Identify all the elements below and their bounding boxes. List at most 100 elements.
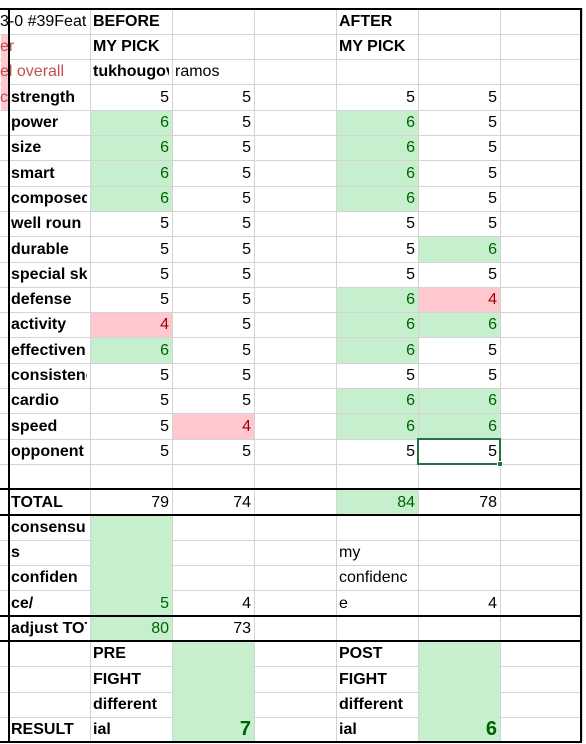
- grid-line: [0, 34, 582, 35]
- row-label: strength: [11, 89, 75, 106]
- cell-fill: [337, 338, 418, 363]
- grid-line: [0, 439, 582, 440]
- cell-fill: [91, 516, 172, 616]
- grid-line: [0, 110, 582, 111]
- cell-value: 5: [242, 443, 251, 460]
- cell-value: 5: [242, 165, 251, 182]
- grid-line: [0, 540, 582, 541]
- row-label: opponent: [11, 443, 84, 460]
- cell-value: 4: [160, 316, 169, 333]
- cell-text: MY PICK: [339, 38, 406, 55]
- cell-value: 6: [488, 392, 497, 409]
- cell-value: 4: [242, 595, 251, 612]
- cell-value: 5: [160, 418, 169, 435]
- cell-fill: [91, 161, 172, 186]
- grid-line: [0, 160, 582, 161]
- row-label: effectiven: [11, 342, 86, 359]
- grid-line: [0, 211, 582, 212]
- row-label: cardio: [11, 392, 60, 409]
- cell-value: 6: [485, 718, 497, 740]
- row-label: composed: [11, 190, 87, 207]
- cell-value: 6: [488, 241, 497, 258]
- grid-line: [0, 236, 582, 237]
- grid-line: [0, 363, 582, 364]
- cell-value: 7: [239, 718, 251, 740]
- grid-line: [254, 8, 255, 741]
- cell-text: PRE: [93, 645, 126, 662]
- cell-value: 4: [488, 595, 497, 612]
- cell-value: 5: [488, 139, 497, 156]
- cell-value: 5: [160, 367, 169, 384]
- cell-text: ial: [339, 721, 357, 738]
- grid-line: [0, 388, 582, 389]
- cell-value: 5: [488, 165, 497, 182]
- cell-value: 5: [406, 215, 415, 232]
- cell-value: 84: [397, 494, 415, 511]
- cell-fill: [419, 642, 500, 742]
- row-label: TOTAL: [11, 494, 63, 511]
- cell-value: 5: [160, 266, 169, 283]
- cell-fill: [419, 389, 500, 413]
- grid-line: [0, 337, 582, 338]
- cell-text: adjust TOT: [11, 620, 87, 637]
- grid-line: [90, 8, 91, 741]
- cell-value: 5: [160, 89, 169, 106]
- cell-value: 5: [242, 241, 251, 258]
- grid-line: [0, 262, 582, 263]
- cell-fill: [91, 136, 172, 160]
- cell-text: tukhougov: [93, 63, 169, 80]
- row-label: special ski: [11, 266, 87, 283]
- grid-line: [0, 413, 582, 414]
- cell-value: 6: [160, 190, 169, 207]
- grid-line: [0, 565, 582, 566]
- cell-value: 6: [406, 165, 415, 182]
- row-label: defense: [11, 291, 72, 308]
- row-label: consistenc: [11, 367, 87, 384]
- cell-value: 5: [160, 443, 169, 460]
- cell-value: 6: [406, 190, 415, 207]
- cell-value: 5: [160, 595, 169, 612]
- cell-fill: [337, 313, 418, 337]
- cell-value: 6: [406, 342, 415, 359]
- cell-value: 5: [160, 392, 169, 409]
- cell-fill: [173, 414, 254, 439]
- border: [580, 9, 582, 742]
- row-label: smart: [11, 165, 55, 182]
- selection-handle: [497, 461, 503, 467]
- cell-value: 5: [242, 291, 251, 308]
- grid-line: [0, 312, 582, 313]
- row-label: activity: [11, 316, 67, 333]
- cell-fill: [337, 389, 418, 413]
- cell-value: 5: [488, 443, 497, 460]
- cell-value: 5: [242, 342, 251, 359]
- cell-text: different: [93, 696, 157, 713]
- border: [8, 9, 10, 742]
- cell-value: 78: [479, 494, 497, 511]
- border: [0, 488, 582, 490]
- row-label: power: [11, 114, 59, 131]
- cell-value: 6: [488, 418, 497, 435]
- row-label: speed: [11, 418, 58, 435]
- cell-value: 5: [242, 89, 251, 106]
- cell-text: different: [339, 696, 403, 713]
- grid-line: [0, 666, 582, 667]
- cell-value: 5: [488, 89, 497, 106]
- cell-value: 5: [160, 215, 169, 232]
- grid-line: [0, 590, 582, 591]
- cell-value: 5: [242, 316, 251, 333]
- cell-fill: [337, 414, 418, 439]
- border: [0, 615, 582, 617]
- grid-line: [172, 8, 173, 741]
- grid-line: [500, 8, 501, 741]
- cell-fill: [337, 111, 418, 135]
- cell-fill: [337, 490, 418, 515]
- cell-value: 5: [488, 190, 497, 207]
- border: [0, 8, 582, 10]
- cell-value: 5: [160, 241, 169, 258]
- cell-value: 74: [233, 494, 251, 511]
- cell-fill: [91, 313, 172, 337]
- cell-fill: [1, 35, 8, 110]
- cell-text: MY PICK: [93, 38, 160, 55]
- cell-value: 5: [488, 215, 497, 232]
